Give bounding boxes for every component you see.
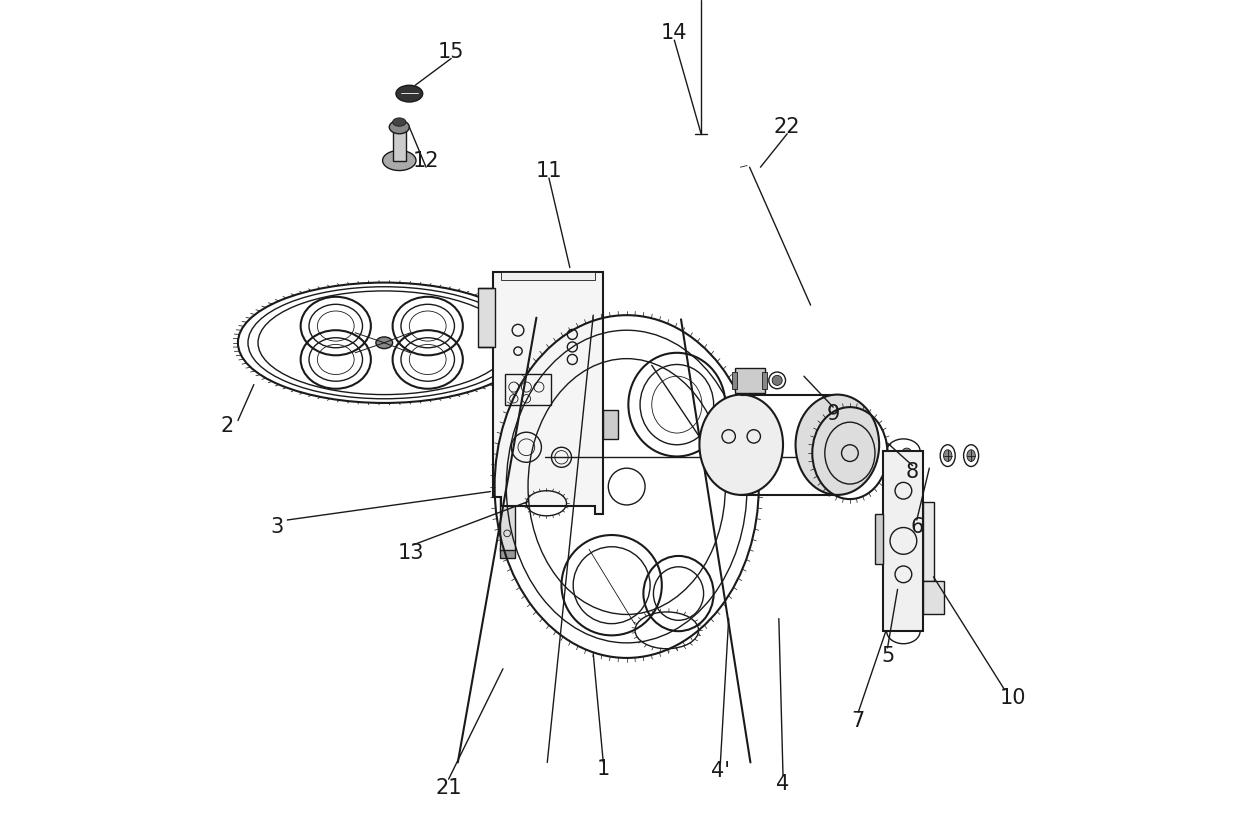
Text: 9: 9 <box>827 404 839 424</box>
Ellipse shape <box>944 450 952 461</box>
Bar <box>505 374 551 405</box>
Text: 4': 4' <box>711 761 730 781</box>
Text: 10: 10 <box>999 688 1027 708</box>
Text: 21: 21 <box>435 777 461 798</box>
Bar <box>732 372 737 389</box>
Bar <box>883 451 924 631</box>
Bar <box>763 372 768 389</box>
Bar <box>501 272 595 280</box>
Ellipse shape <box>699 395 782 495</box>
Bar <box>735 368 765 393</box>
Text: 4: 4 <box>776 774 790 794</box>
Text: 14: 14 <box>661 23 688 43</box>
Text: 5: 5 <box>880 646 894 666</box>
Text: 8: 8 <box>906 462 919 482</box>
Bar <box>604 410 619 439</box>
Ellipse shape <box>396 85 423 102</box>
Text: 15: 15 <box>438 42 464 62</box>
Circle shape <box>773 375 782 385</box>
Text: 11: 11 <box>536 161 562 181</box>
Ellipse shape <box>796 395 879 495</box>
Ellipse shape <box>383 150 415 171</box>
Bar <box>924 581 945 614</box>
Circle shape <box>744 429 756 441</box>
Text: 13: 13 <box>398 543 424 563</box>
Text: 3: 3 <box>270 517 284 537</box>
Text: 1: 1 <box>596 759 610 779</box>
Bar <box>393 127 405 161</box>
Polygon shape <box>494 272 604 514</box>
Ellipse shape <box>376 337 393 349</box>
Circle shape <box>901 448 911 458</box>
Text: 12: 12 <box>413 150 439 171</box>
Text: 6: 6 <box>910 517 924 537</box>
Ellipse shape <box>967 450 976 461</box>
Bar <box>477 288 495 347</box>
Bar <box>500 441 515 550</box>
Bar <box>500 547 515 558</box>
Text: 22: 22 <box>774 117 801 137</box>
Ellipse shape <box>393 118 405 126</box>
Text: 2: 2 <box>221 416 233 436</box>
Text: 7: 7 <box>852 711 864 731</box>
Bar <box>924 502 934 581</box>
Ellipse shape <box>389 120 409 134</box>
Bar <box>875 514 883 564</box>
